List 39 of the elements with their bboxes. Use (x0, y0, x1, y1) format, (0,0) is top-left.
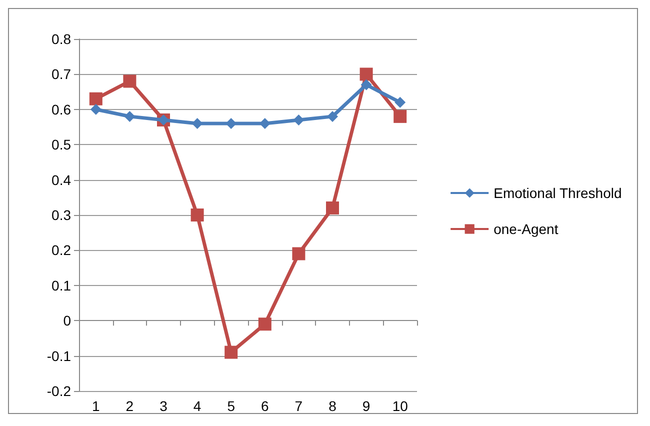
x-tick-label: 8 (328, 398, 337, 414)
point (360, 68, 373, 81)
y-tick-label: 0 (63, 312, 72, 329)
point (224, 346, 238, 359)
y-tick-label: 0.8 (52, 31, 72, 47)
x-tick-label: 1 (92, 398, 100, 414)
point (293, 114, 304, 126)
y-tick-label: 0.4 (52, 172, 72, 188)
x-tick-label: 4 (193, 398, 202, 414)
x-tick-label: 2 (126, 398, 134, 414)
x-tick-label: 5 (227, 398, 236, 414)
point (192, 118, 203, 129)
point (326, 201, 339, 214)
y-tick-label: -0.2 (46, 383, 72, 399)
point (258, 318, 272, 331)
point (394, 96, 406, 108)
point (327, 110, 338, 122)
y-tick-label: 0.1 (52, 277, 72, 294)
y-tick-label: -0.1 (46, 348, 72, 364)
point (360, 79, 372, 90)
point (394, 110, 407, 123)
y-tick-label: 0.3 (52, 207, 72, 223)
y-tick-label: 0.7 (52, 66, 72, 82)
y-tick-label: 0.2 (52, 242, 72, 258)
x-tick-label: 7 (294, 398, 303, 414)
x-tick-label: 6 (261, 398, 269, 414)
x-tick-label: 9 (362, 398, 370, 414)
legend-label: one-Agent (494, 221, 558, 237)
x-tick-label: 10 (392, 398, 408, 414)
y-tick-label: 0.6 (52, 101, 72, 118)
point (90, 104, 102, 115)
x-tick-label: 3 (160, 398, 168, 414)
point (124, 110, 136, 122)
point (292, 247, 306, 260)
point (123, 74, 136, 88)
legend-label: Emotional Threshold (494, 185, 622, 201)
point (89, 92, 102, 106)
y-tick-label: 0.5 (52, 136, 72, 153)
point (190, 208, 204, 222)
